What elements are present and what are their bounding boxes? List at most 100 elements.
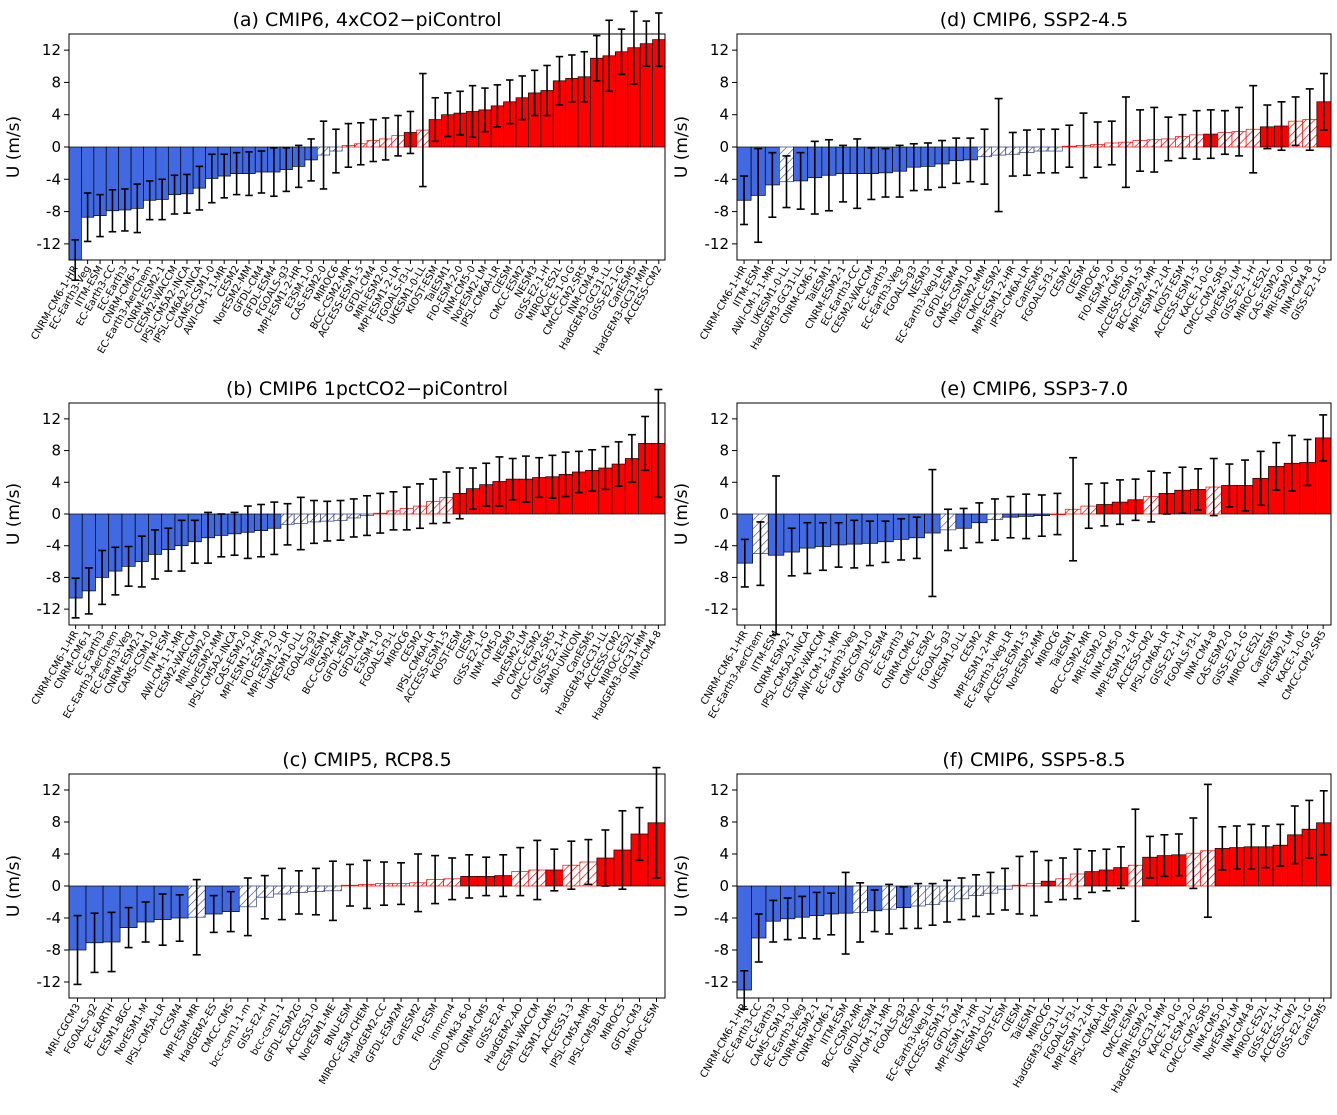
- error-bar: [344, 122, 353, 168]
- error-bar: [226, 890, 235, 933]
- y-axis-label: U (m/s): [672, 483, 692, 545]
- y-tick-label: 0: [51, 877, 61, 895]
- error-bar: [881, 147, 890, 198]
- error-bar: [827, 892, 836, 936]
- y-tick-label: -12: [705, 600, 730, 618]
- error-bar: [506, 79, 514, 125]
- error-bar: [493, 84, 502, 128]
- y-tick-label: 8: [719, 442, 729, 460]
- error-bar: [1022, 493, 1031, 540]
- error-bar: [230, 511, 239, 557]
- y-axis-label: U (m/s): [672, 116, 692, 178]
- y-tick-label: 12: [710, 410, 729, 428]
- error-bar: [380, 861, 389, 907]
- error-bar: [431, 96, 440, 143]
- error-bar: [652, 766, 661, 879]
- error-bar: [121, 188, 129, 232]
- error-bar: [1220, 109, 1229, 156]
- error-bar: [158, 893, 167, 947]
- error-bar: [243, 505, 252, 560]
- error-bar: [1319, 414, 1328, 462]
- error-bar: [783, 897, 792, 941]
- error-bar: [1136, 109, 1145, 173]
- error-bar: [245, 151, 253, 197]
- error-bar: [124, 545, 133, 587]
- error-bar: [1209, 457, 1218, 517]
- error-bar: [601, 829, 610, 887]
- y-tick-label: -4: [46, 170, 61, 188]
- error-bar: [508, 457, 517, 501]
- error-bar: [972, 873, 981, 918]
- error-bar: [151, 529, 160, 580]
- error-bar: [1037, 128, 1046, 174]
- error-bar: [635, 806, 644, 862]
- error-bar: [1206, 109, 1215, 160]
- y-tick-label: 12: [42, 41, 61, 59]
- error-bar: [994, 97, 1003, 213]
- y-tick-label: 12: [710, 781, 729, 799]
- error-bar: [257, 150, 266, 194]
- y-tick-label: -12: [705, 235, 730, 253]
- y-tick-label: -8: [46, 203, 61, 221]
- error-bar: [975, 502, 984, 544]
- error-bar: [654, 388, 663, 499]
- error-bar: [754, 147, 763, 244]
- error-bar: [369, 118, 377, 163]
- error-bar: [944, 508, 953, 552]
- error-bar: [482, 856, 491, 897]
- error-bar: [177, 519, 186, 572]
- error-bar: [381, 117, 390, 161]
- y-tick-label: 0: [719, 138, 729, 156]
- y-tick-label: 4: [51, 106, 61, 124]
- y-tick-label: -8: [46, 568, 61, 586]
- error-bar: [204, 511, 213, 564]
- y-tick-label: 8: [51, 442, 61, 460]
- error-bar: [584, 838, 593, 886]
- y-tick-label: -4: [46, 537, 61, 555]
- error-bar: [574, 450, 583, 494]
- error-bar: [630, 10, 638, 85]
- error-bar: [468, 467, 477, 511]
- y-tick-label: -8: [46, 941, 61, 959]
- error-bar: [1030, 850, 1038, 917]
- error-bar: [952, 137, 961, 185]
- error-bar: [363, 494, 371, 537]
- error-bar: [83, 192, 92, 243]
- error-bar: [107, 911, 116, 973]
- error-bar: [1150, 106, 1159, 173]
- error-bar: [310, 499, 318, 545]
- error-bar: [499, 853, 508, 898]
- error-bar: [1192, 109, 1201, 160]
- error-bar: [1194, 468, 1203, 511]
- error-bar: [456, 90, 464, 136]
- error-bar: [1249, 84, 1258, 174]
- error-bar: [1189, 817, 1198, 890]
- panel-title: (f) CMIP6, SSP5-8.5: [942, 749, 1125, 771]
- error-bar: [443, 92, 452, 138]
- y-tick-label: 0: [719, 505, 729, 523]
- error-bar: [516, 846, 525, 897]
- error-bar: [1303, 438, 1312, 487]
- error-bar: [568, 54, 576, 103]
- error-bar: [1044, 859, 1053, 903]
- error-bar: [98, 549, 107, 606]
- error-bar: [782, 155, 791, 209]
- error-bar: [605, 19, 613, 93]
- error-bar: [870, 889, 879, 933]
- y-tick-label: 4: [719, 473, 729, 491]
- error-bar: [448, 857, 457, 901]
- error-bar: [397, 861, 406, 906]
- error-bar: [71, 577, 80, 619]
- error-bar: [1102, 848, 1111, 892]
- error-bar: [277, 867, 286, 921]
- error-bar: [555, 55, 564, 106]
- y-tick-label: 8: [719, 73, 729, 91]
- error-bar: [90, 912, 99, 974]
- error-bar: [1131, 478, 1140, 522]
- error-bar: [990, 498, 999, 541]
- error-bar: [283, 502, 292, 546]
- error-bar: [1305, 88, 1314, 152]
